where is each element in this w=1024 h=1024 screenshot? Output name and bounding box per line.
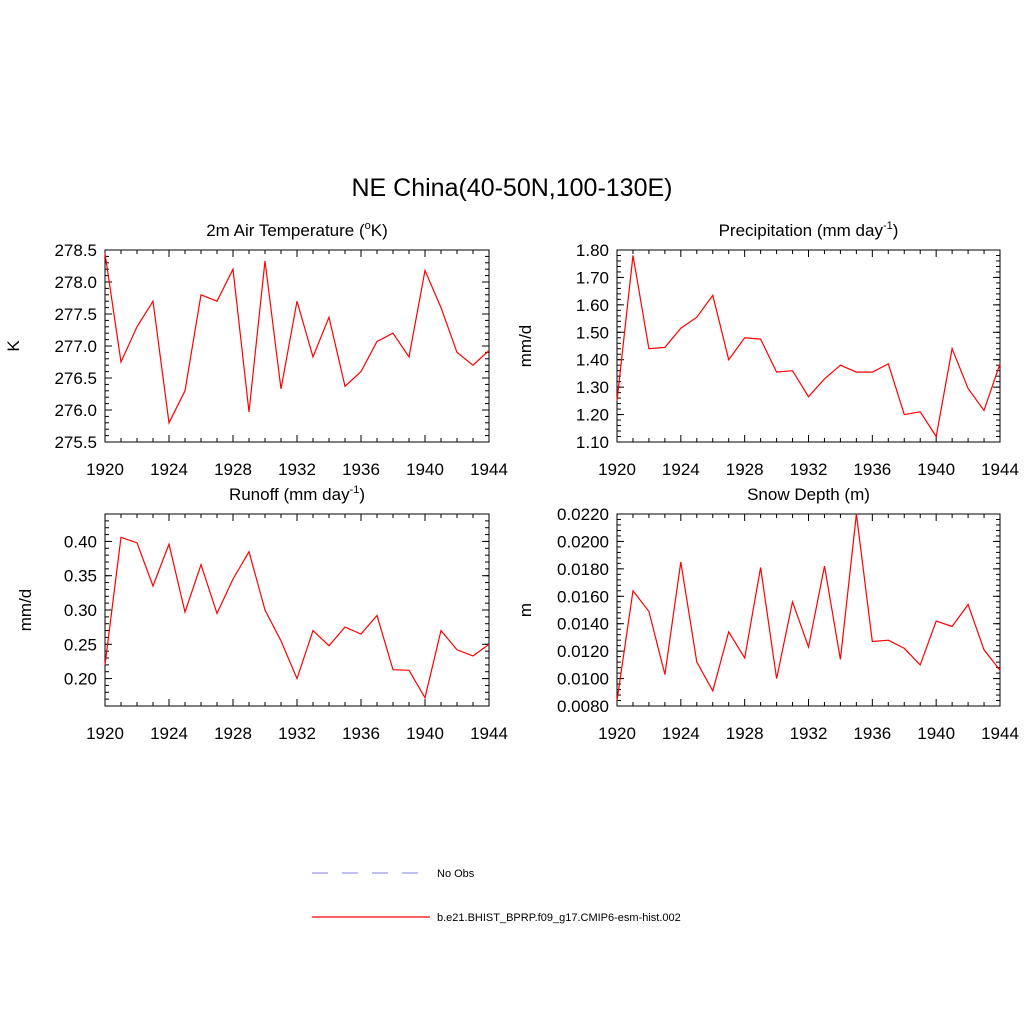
x-tick-label: 1936 <box>342 460 380 479</box>
x-tick-label: 1940 <box>406 460 444 479</box>
panels: 1920 1924 1928 1932 1936 1940 1944 275.5 276.0 27… <box>4 220 1019 743</box>
y-tick-label: 0.0200 <box>557 532 609 551</box>
panel-title-tail: ) <box>893 221 899 240</box>
y-tick-label: 1.40 <box>576 351 609 370</box>
x-tick-label: 1928 <box>214 460 252 479</box>
y-tick-label: 0.0120 <box>557 642 609 661</box>
x-tick-label: 1928 <box>726 724 764 743</box>
y-tick-label: 277.0 <box>54 337 97 356</box>
panel-title: Snow Depth (m) <box>747 485 870 504</box>
x-tick-label: 1944 <box>981 724 1019 743</box>
x-tick-label: 1928 <box>726 460 764 479</box>
y-tick-label: 0.0220 <box>557 505 609 524</box>
panel-title-main: Precipitation (mm day <box>719 221 884 240</box>
x-tick-label: 1944 <box>470 724 508 743</box>
x-tick-label: 1920 <box>86 724 124 743</box>
x-tick-label: 1920 <box>598 460 636 479</box>
x-tick-label: 1940 <box>406 724 444 743</box>
y-axis-label: m <box>516 603 535 617</box>
y-tick-label: 1.60 <box>576 296 609 315</box>
legend-model-label: b.e21.BHIST_BPRP.f09_g17.CMIP6-esm-hist.… <box>437 912 681 924</box>
x-tick-label: 1920 <box>86 460 124 479</box>
x-tick-label: 1940 <box>917 724 955 743</box>
y-tick-label: 0.0100 <box>557 670 609 689</box>
chart-runoff: 1920 1924 1928 1932 1936 1940 1944 0.20 0.25 0.30… <box>16 484 508 743</box>
y-tick-label: 1.80 <box>576 241 609 260</box>
panel-title-tail: ) <box>359 485 365 504</box>
y-tick-label: 276.5 <box>54 369 97 388</box>
legend: No Obs b.e21.BHIST_BPRP.f09_g17.CMIP6-es… <box>312 868 681 924</box>
y-tick-label: 0.0160 <box>557 587 609 606</box>
chart-temperature: 1920 1924 1928 1932 1936 1940 1944 275.5 276.0 27… <box>4 220 508 479</box>
panel-title: 2m Air Temperature (oK) <box>206 220 388 240</box>
y-tick-label: 0.0140 <box>557 615 609 634</box>
series-line-precipitation <box>616 255 1001 439</box>
series-line-temperature <box>104 253 490 425</box>
y-tick-label: 1.10 <box>576 433 609 452</box>
chart-snow-depth: 1920 1924 1928 1932 1936 1940 1944 0.0080 0.0100… <box>516 485 1019 743</box>
y-tick-label: 0.30 <box>64 601 97 620</box>
series-line-runoff <box>104 536 490 700</box>
plot-frame <box>104 249 490 443</box>
y-axis-label: K <box>4 340 23 352</box>
panel-title-main: 2m Air Temperature ( <box>206 221 365 240</box>
x-tick-label: 1932 <box>278 460 316 479</box>
y-tick-label: 0.25 <box>64 635 97 654</box>
y-tick-label: 275.5 <box>54 433 97 452</box>
x-tick-label: 1932 <box>790 724 828 743</box>
panel-title-main: Snow Depth (m) <box>747 485 870 504</box>
panel-title-superscript: -1 <box>350 484 360 496</box>
x-tick-label: 1936 <box>853 724 891 743</box>
y-tick-label: 277.5 <box>54 305 97 324</box>
x-tick-label: 1924 <box>662 724 700 743</box>
panel-title-main: Runoff (mm day <box>229 485 350 504</box>
panel-title-superscript: -1 <box>883 220 893 232</box>
y-tick-label: 0.40 <box>64 532 97 551</box>
panel-title-superscript: o <box>365 220 371 232</box>
y-tick-label: 0.0180 <box>557 560 609 579</box>
panel-title: Runoff (mm day-1) <box>229 484 365 504</box>
y-tick-label: 278.0 <box>54 273 97 292</box>
y-tick-label: 0.20 <box>64 670 97 689</box>
panel-title-tail: K) <box>371 221 388 240</box>
x-tick-label: 1924 <box>150 724 188 743</box>
chart-precipitation: 1920 1924 1928 1932 1936 1940 1944 1.10 1.20 1.30… <box>516 220 1019 479</box>
x-tick-label: 1924 <box>662 460 700 479</box>
legend-no-obs-label: No Obs <box>437 868 475 880</box>
x-tick-label: 1932 <box>278 724 316 743</box>
plot-frame <box>616 249 1001 443</box>
series-line-snow-depth <box>616 513 1001 701</box>
x-tick-label: 1936 <box>342 724 380 743</box>
y-tick-label: 1.30 <box>576 378 609 397</box>
y-tick-label: 1.70 <box>576 268 609 287</box>
x-tick-label: 1928 <box>214 724 252 743</box>
y-axis-label: mm/d <box>16 589 35 632</box>
y-tick-label: 1.50 <box>576 323 609 342</box>
y-tick-label: 276.0 <box>54 401 97 420</box>
y-tick-label: 278.5 <box>54 241 97 260</box>
x-tick-label: 1944 <box>470 460 508 479</box>
x-tick-label: 1920 <box>598 724 636 743</box>
x-tick-label: 1940 <box>917 460 955 479</box>
y-tick-label: 0.0080 <box>557 697 609 716</box>
figure-title: NE China(40-50N,100-130E) <box>351 174 672 202</box>
panel-title: Precipitation (mm day-1) <box>719 220 899 240</box>
x-tick-label: 1944 <box>981 460 1019 479</box>
y-tick-label: 1.20 <box>576 406 609 425</box>
x-tick-label: 1932 <box>790 460 828 479</box>
x-tick-label: 1936 <box>853 460 891 479</box>
y-tick-label: 0.35 <box>64 567 97 586</box>
x-tick-label: 1924 <box>150 460 188 479</box>
y-axis-label: mm/d <box>516 325 535 368</box>
